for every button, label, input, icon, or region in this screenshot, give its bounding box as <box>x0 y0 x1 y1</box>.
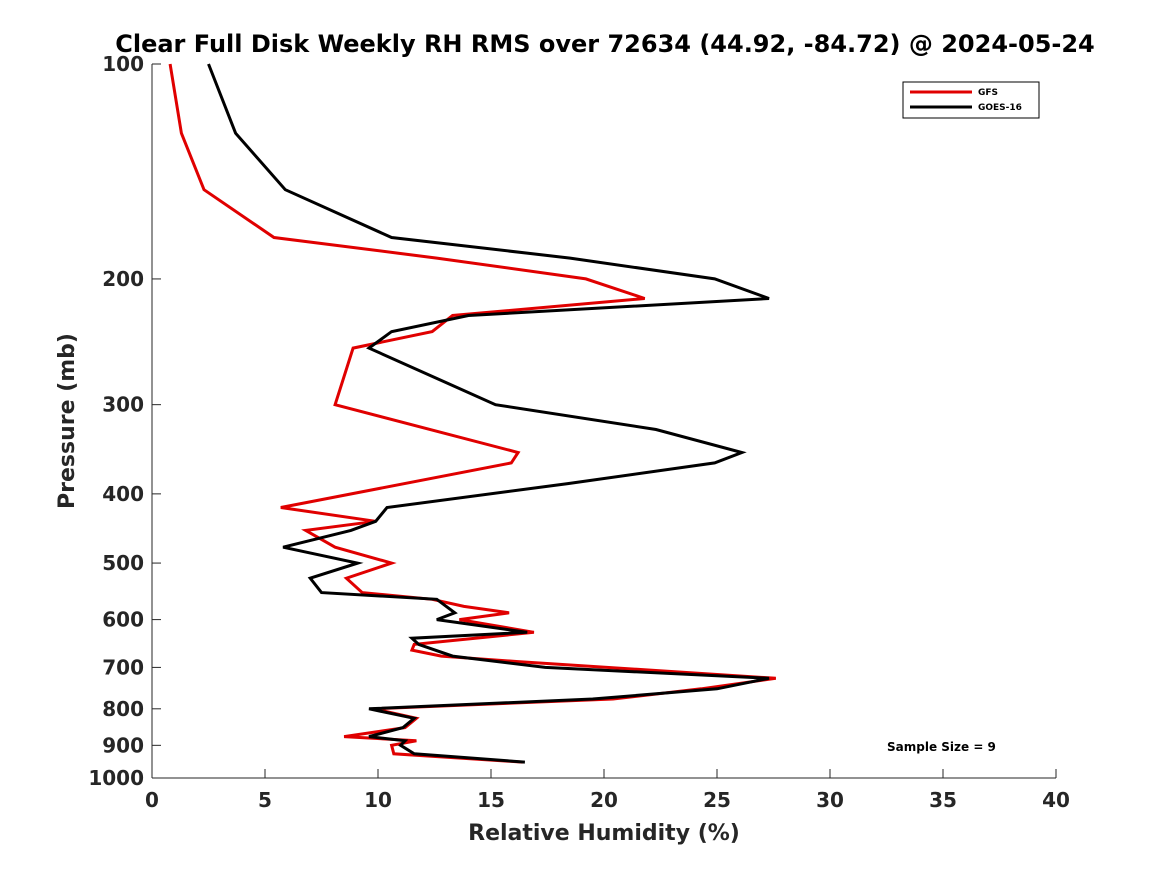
y-ticks: 100 200 300 400 500 600 700 800 900 1000 <box>88 52 161 790</box>
series-line-goes16 <box>207 63 770 764</box>
x-tick-label: 10 <box>364 788 392 812</box>
x-axis-label: Relative Humidity (%) <box>468 821 740 846</box>
x-tick-label: 0 <box>145 788 159 812</box>
x-tick-label: 40 <box>1042 788 1070 812</box>
y-tick-label: 900 <box>102 733 144 757</box>
y-tick-label: 200 <box>102 267 144 291</box>
legend: GFS GOES-16 <box>902 81 1040 119</box>
y-tick-label: 300 <box>102 393 144 417</box>
x-tick-label: 20 <box>590 788 618 812</box>
y-tick-label: 600 <box>102 608 144 632</box>
y-tick-label: 1000 <box>88 766 144 790</box>
y-tick-label: 100 <box>102 52 144 76</box>
legend-label-goes16: GOES-16 <box>978 103 1022 113</box>
legend-label-gfs: GFS <box>978 88 998 98</box>
x-tick-label: 15 <box>477 788 505 812</box>
series-lines <box>168 63 777 764</box>
x-tick-label: 30 <box>816 788 844 812</box>
chart-title: Clear Full Disk Weekly RH RMS over 72634… <box>115 30 1095 58</box>
x-tick-label: 25 <box>703 788 731 812</box>
sample-size-annotation: Sample Size = 9 <box>887 740 996 754</box>
y-tick-label: 500 <box>102 551 144 575</box>
y-tick-label: 700 <box>102 655 144 679</box>
y-tick-label: 800 <box>102 697 144 721</box>
y-tick-label: 400 <box>102 482 144 506</box>
x-ticks: 0 5 10 15 20 25 30 35 40 <box>145 769 1070 812</box>
x-tick-label: 35 <box>929 788 957 812</box>
legend-box <box>902 81 1040 119</box>
y-axis-label: Pressure (mb) <box>55 333 80 509</box>
x-tick-label: 5 <box>258 788 272 812</box>
